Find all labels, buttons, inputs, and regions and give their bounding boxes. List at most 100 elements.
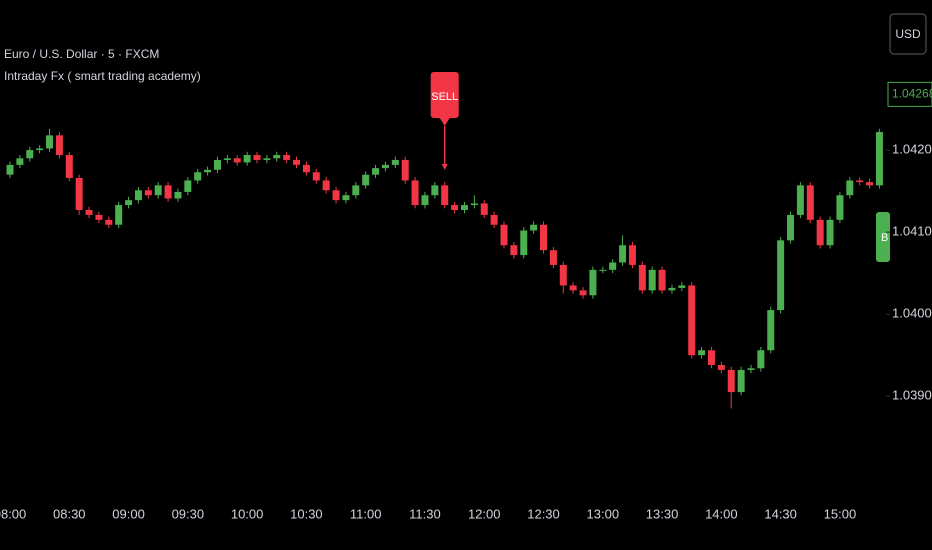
candle-body bbox=[856, 180, 864, 183]
x-tick-label: 09:00 bbox=[112, 506, 145, 521]
candle-body bbox=[737, 369, 745, 393]
candle-body bbox=[757, 350, 765, 369]
candle-body bbox=[431, 185, 439, 196]
candle-body bbox=[698, 350, 706, 356]
candle-body bbox=[223, 158, 231, 160]
candle-body bbox=[421, 195, 429, 206]
y-tick-label: 1.04000 bbox=[892, 306, 932, 321]
candle-body bbox=[846, 180, 854, 196]
candle-body bbox=[826, 219, 834, 246]
buy-tag bbox=[876, 212, 890, 262]
x-tick-label: 12:30 bbox=[527, 506, 560, 521]
x-tick-label: 10:30 bbox=[290, 506, 323, 521]
candle-body bbox=[816, 219, 824, 246]
candle-body bbox=[530, 224, 538, 231]
x-tick-label: 11:00 bbox=[350, 506, 382, 521]
candle-body bbox=[75, 177, 83, 210]
currency-box[interactable] bbox=[889, 13, 927, 55]
sell-label: SELL bbox=[431, 91, 458, 103]
candle-body bbox=[411, 180, 419, 206]
candle-body bbox=[707, 350, 715, 366]
candle-body bbox=[362, 174, 370, 186]
candle-body bbox=[381, 164, 389, 169]
candle-body bbox=[46, 135, 54, 149]
chart-title: Euro / U.S. Dollar · 5 · FXCM bbox=[4, 47, 159, 61]
candle-body bbox=[678, 285, 686, 288]
candle-body bbox=[866, 182, 874, 186]
candle-body bbox=[648, 269, 656, 291]
sell-label-pointer bbox=[439, 118, 450, 126]
candle-body bbox=[293, 159, 301, 165]
candle-body bbox=[174, 191, 182, 199]
candle-body bbox=[164, 185, 172, 199]
candle-body bbox=[806, 185, 814, 220]
candle-body bbox=[638, 264, 646, 291]
candle-body bbox=[6, 164, 14, 175]
candle-body bbox=[243, 155, 251, 163]
candle-body bbox=[619, 245, 627, 263]
candle-body bbox=[16, 158, 24, 165]
candle-body bbox=[273, 155, 281, 159]
candle-body bbox=[134, 190, 142, 201]
candle-body bbox=[520, 230, 528, 256]
x-tick-label: 14:30 bbox=[764, 506, 797, 521]
candle-body bbox=[322, 180, 330, 191]
candle-body bbox=[658, 269, 666, 291]
candle-body bbox=[441, 185, 449, 206]
candle-body bbox=[154, 185, 162, 196]
sell-label-box bbox=[430, 72, 459, 118]
candle-body bbox=[144, 190, 152, 196]
x-tick-label: 09:30 bbox=[172, 506, 205, 521]
y-tick-label: 1.03900 bbox=[892, 388, 932, 403]
candle-body bbox=[559, 264, 567, 286]
candle-body bbox=[836, 195, 844, 220]
candle-body bbox=[777, 240, 785, 311]
buy-tag-label: B bbox=[881, 232, 888, 244]
candle-body bbox=[747, 368, 755, 370]
currency[interactable]: USD bbox=[895, 27, 921, 41]
candle-body bbox=[727, 369, 735, 393]
candle-body bbox=[283, 155, 291, 160]
candle-body bbox=[342, 195, 350, 201]
candle-body bbox=[204, 169, 212, 173]
candle-body bbox=[480, 203, 488, 215]
candle-body bbox=[372, 168, 380, 175]
x-tick-label: 13:30 bbox=[646, 506, 679, 521]
candle-body bbox=[36, 148, 44, 151]
candle-body bbox=[115, 205, 123, 225]
candle-body bbox=[490, 214, 498, 225]
candle-body bbox=[470, 203, 478, 206]
candle-body bbox=[352, 185, 360, 196]
candle-body bbox=[65, 155, 73, 178]
candle-body bbox=[796, 185, 804, 215]
candle-body bbox=[253, 155, 261, 160]
candle-body bbox=[717, 365, 725, 370]
candle-body bbox=[579, 290, 587, 296]
candle-body bbox=[875, 132, 883, 186]
candle-body bbox=[500, 224, 508, 246]
x-tick-label: 12:00 bbox=[468, 506, 501, 521]
candle-body bbox=[540, 224, 548, 251]
y-tick-label: 1.04100 bbox=[892, 224, 932, 239]
x-tick-label: 13:00 bbox=[587, 506, 620, 521]
candle-body bbox=[55, 135, 63, 156]
candle-body bbox=[332, 190, 340, 201]
candle-body bbox=[105, 219, 113, 225]
candle-body bbox=[194, 172, 202, 181]
plot-area bbox=[6, 128, 883, 409]
x-tick-label: 08:00 bbox=[0, 506, 26, 521]
candle-body bbox=[628, 245, 636, 265]
x-tick-label: 10:00 bbox=[231, 506, 264, 521]
candle-body bbox=[401, 159, 409, 181]
candle-body bbox=[85, 209, 93, 215]
x-tick-label: 11:30 bbox=[409, 506, 441, 521]
candle-body bbox=[312, 172, 320, 181]
x-tick-label: 14:00 bbox=[705, 506, 738, 521]
candle-body bbox=[599, 269, 607, 271]
candle-body bbox=[95, 214, 103, 220]
candle-body bbox=[451, 205, 459, 210]
candle-body bbox=[787, 214, 795, 241]
